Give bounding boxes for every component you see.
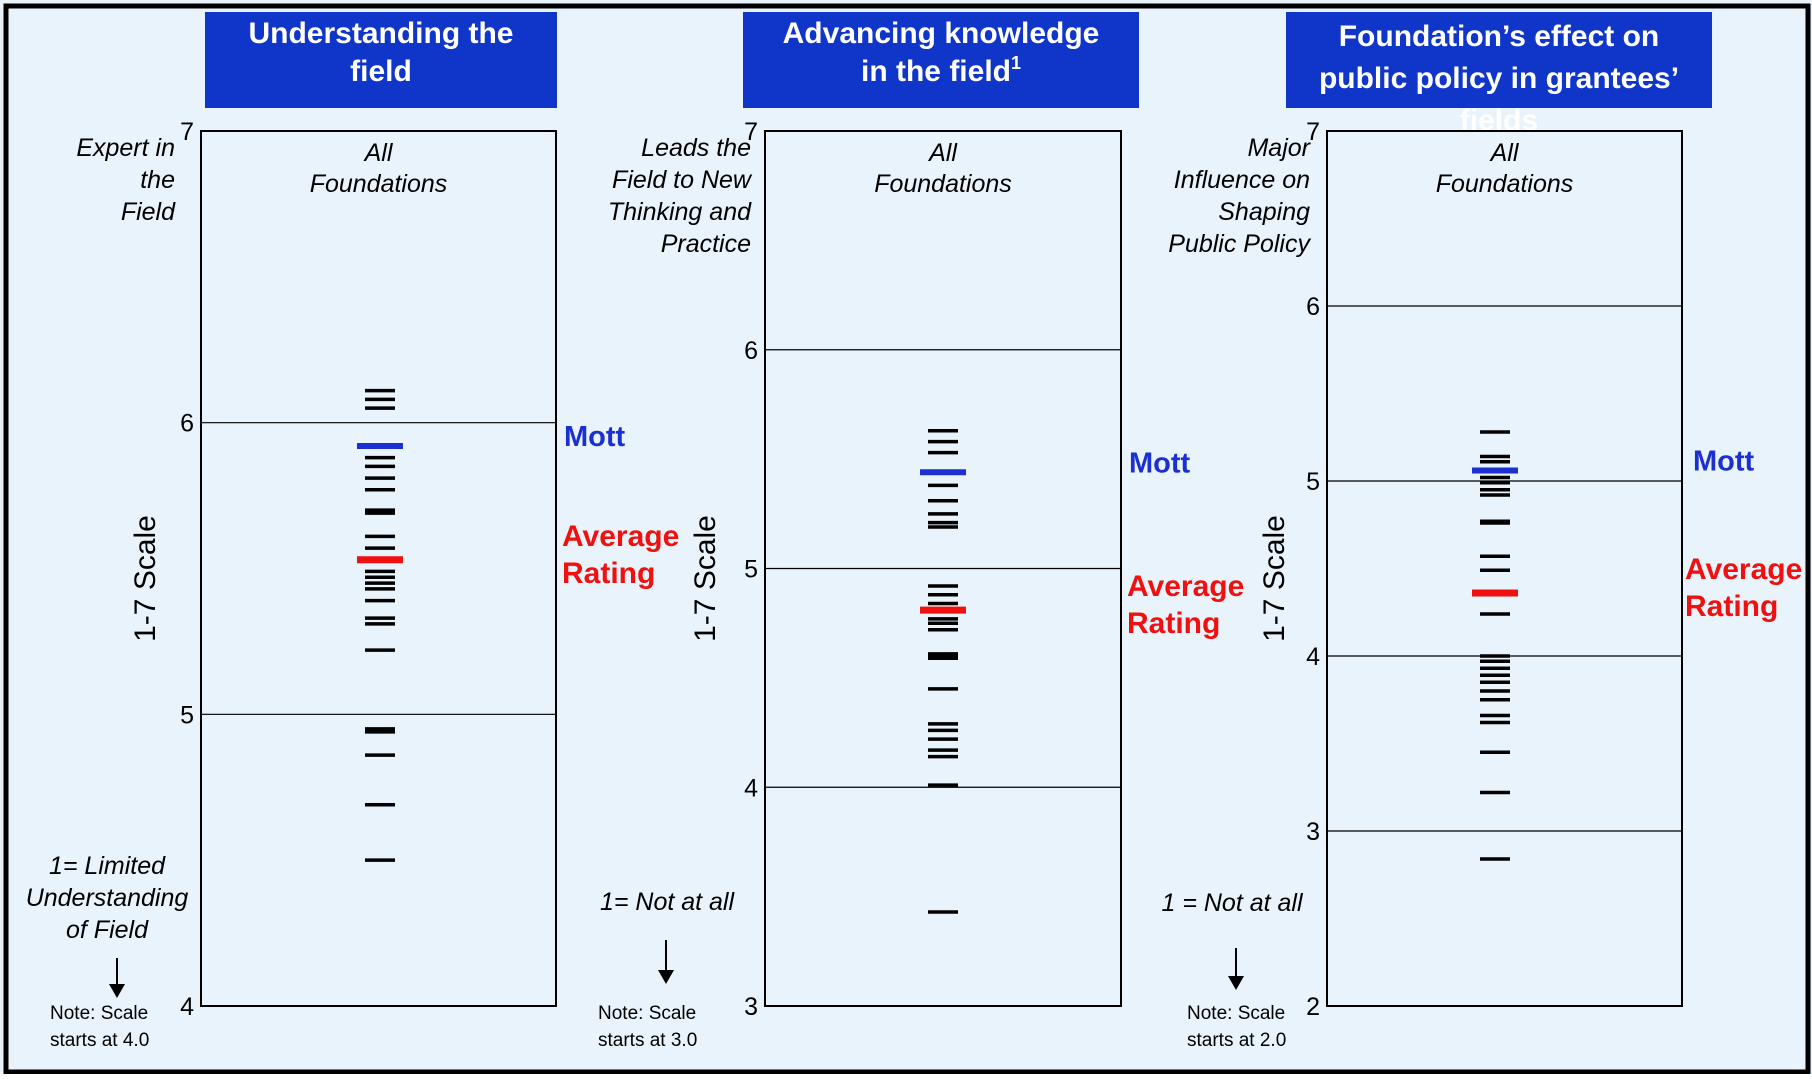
y-tick-label: 7 (180, 118, 194, 146)
scale-note-line-0: Note: Scale (1187, 1003, 1285, 1024)
bottom-anchor-label-line-0: 1= Limited (49, 852, 166, 880)
plot-label-line-0: All (927, 139, 958, 167)
plot-label-line-0: All (1489, 139, 1520, 167)
top-anchor-label-line-1: the (140, 166, 175, 194)
average-label-line-1: Rating (1127, 607, 1220, 640)
bottom-anchor-label-line-0: 1= Not at all (600, 888, 736, 916)
panel-title-line-0: Advancing knowledge (783, 17, 1100, 50)
panel-title-bar (1286, 12, 1712, 108)
y-tick-label: 7 (1306, 118, 1320, 146)
top-anchor-label-line-0: Expert in (76, 134, 175, 162)
panels-layer: Understanding the field 4 5 6 7 All Foundations… (26, 12, 1802, 1051)
panel-title-line-0: Foundation’s effect on (1339, 20, 1660, 53)
title-footnote-marker: 1 (1011, 53, 1021, 73)
y-tick-label: 6 (744, 337, 758, 365)
y-tick-label: 3 (1306, 818, 1320, 846)
y-tick-label: 2 (1306, 993, 1320, 1021)
panel-1: Understanding the field 4 5 6 7 All Foundations… (26, 12, 679, 1051)
panel-3: Foundation’s effect on public policy in g… (1161, 12, 1802, 1051)
mott-label: Mott (1693, 446, 1755, 478)
plot-label-line-1: Foundations (1436, 170, 1574, 198)
y-tick-label: 4 (1306, 643, 1320, 671)
average-label-line-1: Rating (1685, 590, 1778, 623)
y-tick-label: 7 (744, 118, 758, 146)
y-tick-label: 4 (744, 774, 758, 802)
scale-note-line-0: Note: Scale (598, 1003, 696, 1024)
top-anchor-label-line-3: Practice (661, 230, 751, 258)
plot-label-line-1: Foundations (310, 170, 448, 198)
mott-label: Mott (1129, 447, 1191, 479)
bottom-anchor-label-line-0: 1 = Not at all (1161, 889, 1303, 917)
average-label-line-0: Average (562, 520, 679, 553)
slide-border (3, 3, 1811, 1075)
plot-frame (1326, 130, 1683, 1007)
panel-title-line-2: fields (1460, 104, 1538, 137)
y-tick-label: 5 (180, 701, 194, 729)
top-anchor-label-line-2: Field (121, 198, 176, 226)
scale-axis-label: 1-7 Scale (1258, 515, 1291, 642)
y-tick-label: 4 (180, 993, 194, 1021)
plot-frame (200, 130, 557, 1007)
scale-note-line-1: starts at 3.0 (598, 1030, 697, 1051)
panel-title-line-1: in the field1 (861, 53, 1021, 88)
scale-axis-label: 1-7 Scale (689, 515, 722, 642)
y-tick-label: 6 (180, 410, 194, 438)
top-anchor-label-line-2: Shaping (1218, 198, 1310, 226)
y-tick-label: 5 (744, 556, 758, 584)
top-anchor-label-line-1: Field to New (612, 166, 753, 194)
bottom-anchor-label-line-1: Understanding (26, 884, 189, 912)
y-tick-label: 3 (744, 993, 758, 1021)
top-anchor-label-line-0: Major (1247, 134, 1311, 162)
panel-title-bar (205, 12, 557, 108)
y-tick-label: 5 (1306, 468, 1320, 496)
average-label-line-0: Average (1127, 570, 1244, 603)
scale-note-line-1: starts at 4.0 (50, 1030, 149, 1051)
scale-axis-label: 1-7 Scale (129, 515, 162, 642)
top-anchor-label-line-1: Influence on (1174, 166, 1310, 194)
top-anchor-label-line-3: Public Policy (1168, 230, 1311, 258)
panel-title-bar (743, 12, 1139, 108)
top-anchor-label-line-2: Thinking and (608, 198, 752, 226)
panel-title-line-1: public policy in grantees’ (1319, 62, 1679, 95)
bottom-anchor-label-line-2: of Field (66, 916, 149, 944)
average-label-line-0: Average (1685, 553, 1802, 586)
average-label-line-1: Rating (562, 557, 655, 590)
down-arrow-icon-head (109, 984, 125, 998)
scale-note-line-1: starts at 2.0 (1187, 1030, 1286, 1051)
down-arrow-icon-head (1228, 976, 1244, 990)
panel-title-line-0: Understanding the (248, 17, 513, 50)
top-anchor-label-line-0: Leads the (641, 134, 751, 162)
down-arrow-icon-head (658, 970, 674, 984)
mott-label: Mott (564, 421, 626, 453)
scale-note-line-0: Note: Scale (50, 1003, 148, 1024)
plot-label-line-1: Foundations (874, 170, 1012, 198)
panel-title-line-1: field (350, 55, 412, 88)
plot-label-line-0: All (363, 139, 394, 167)
y-tick-label: 6 (1306, 293, 1320, 321)
